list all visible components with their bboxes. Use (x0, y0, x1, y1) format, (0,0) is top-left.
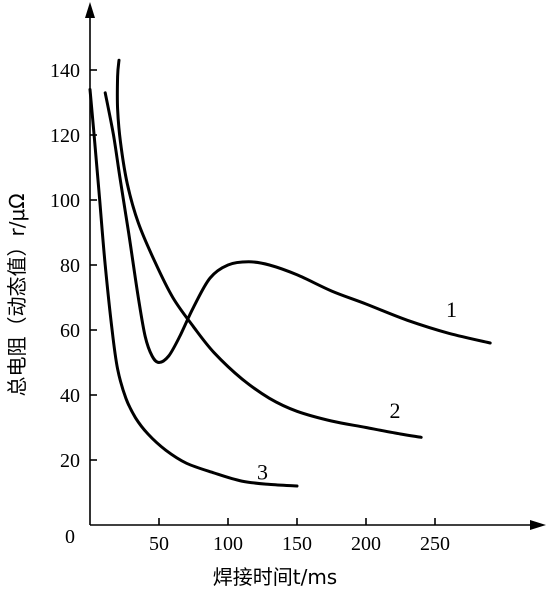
x-tick-label: 150 (282, 533, 312, 555)
x-tick-label: 50 (149, 533, 169, 555)
curve-label-3: 3 (257, 460, 268, 485)
x-tick-label: 100 (213, 533, 243, 555)
y-axis-arrow (85, 2, 95, 18)
y-tick-label: 60 (60, 320, 80, 342)
x-tick-label: 200 (351, 533, 381, 555)
x-tick-label: 250 (420, 533, 450, 555)
y-tick-label: 140 (50, 60, 80, 82)
curve-3 (88, 88, 299, 488)
curves (88, 58, 492, 488)
x-axis-title: 焊接时间t/ms (213, 565, 337, 589)
y-tick-label: 100 (50, 190, 80, 212)
curve-label-2: 2 (389, 398, 400, 423)
y-tick-label: 40 (60, 385, 80, 407)
curve-1 (103, 91, 492, 364)
y-tick-label: 80 (60, 255, 80, 277)
curve-labels: 1 2 3 (257, 297, 457, 485)
y-axis-title: 总电阻（动态值）r/μΩ (5, 194, 29, 397)
y-tick-label: 20 (60, 450, 80, 472)
curve-label-1: 1 (446, 297, 457, 322)
y-tick-label: 120 (50, 125, 80, 147)
curve-2 (115, 58, 423, 439)
axes (85, 2, 546, 530)
ticks (90, 69, 436, 525)
origin-label: 0 (65, 526, 75, 548)
x-axis-arrow (530, 520, 546, 530)
